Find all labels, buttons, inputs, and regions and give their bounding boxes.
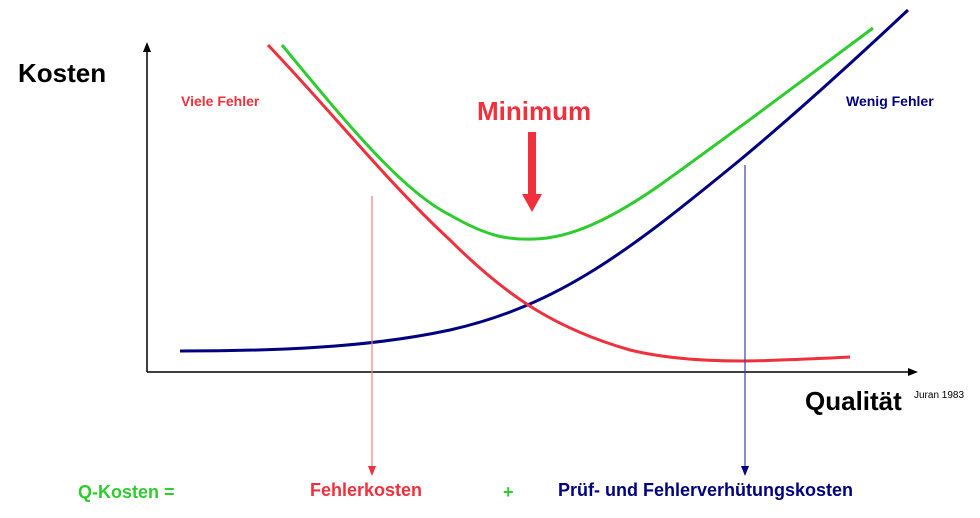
failure-cost-term: Fehlerkosten — [310, 480, 423, 500]
x-axis-arrowhead — [908, 368, 918, 376]
plus-sign: + — [503, 482, 514, 502]
minimum-label: Minimum — [477, 96, 592, 126]
quality-cost-term: Q-Kosten = — [78, 482, 175, 502]
many-errors-label: Viele Fehler — [181, 93, 260, 109]
few-errors-label: Wenig Fehler — [846, 93, 934, 109]
failure-cost-connector-head — [368, 466, 376, 476]
total-cost-curve — [280, 26, 874, 241]
source-citation: Juran 1983 — [914, 390, 965, 401]
minimum-arrow-head — [522, 194, 542, 212]
y-axis-label: Kosten — [18, 58, 107, 88]
prevention-cost-term: Prüf- und Fehlerverhütungskosten — [558, 480, 854, 500]
failure-cost-curve — [266, 43, 851, 363]
prevention-cost-connector-head — [741, 466, 749, 476]
prevention-cost-curve — [179, 8, 910, 353]
minimum-arrow-shaft — [528, 132, 536, 196]
y-axis-arrowhead — [143, 42, 151, 52]
x-axis-label: Qualität — [805, 386, 902, 416]
